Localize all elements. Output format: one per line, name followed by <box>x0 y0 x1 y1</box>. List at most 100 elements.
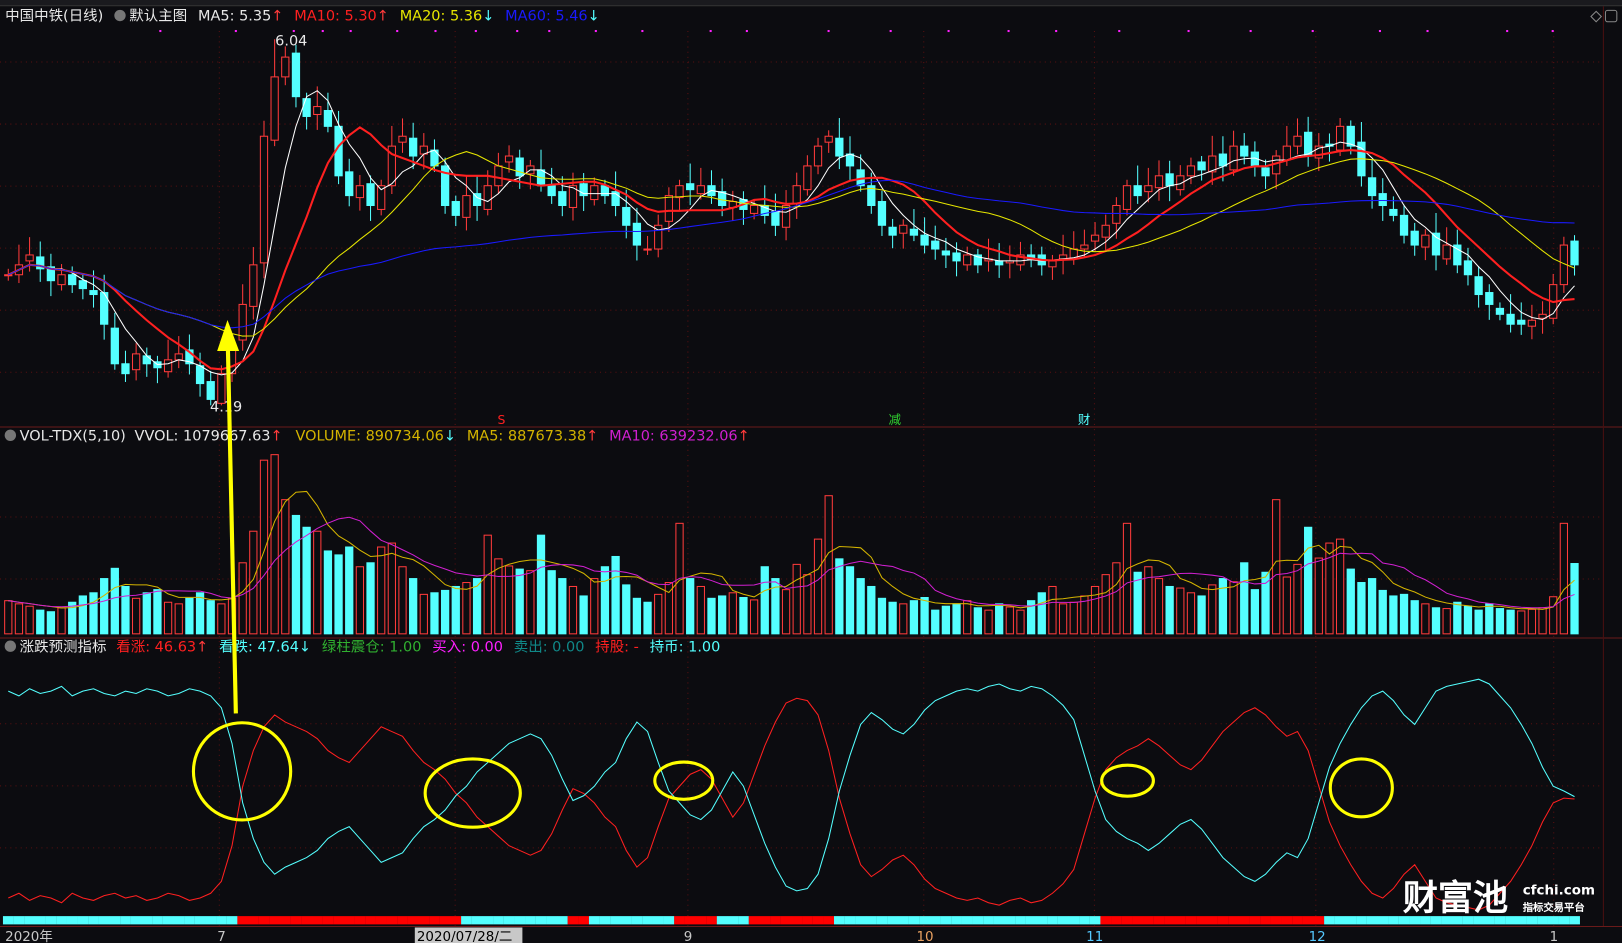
template-dropdown-icon[interactable] <box>114 9 126 22</box>
candle-body <box>718 191 727 207</box>
candle-body <box>867 185 876 207</box>
volume-bar <box>941 605 951 635</box>
indicator-name: 涨跌预测指标 <box>20 638 107 655</box>
stock-name: 中国中铁(日线) <box>5 8 103 25</box>
ma5-value: MA5: 5.35 <box>198 9 271 25</box>
candle-body <box>1517 319 1526 325</box>
panel-toggle-icon[interactable] <box>1604 9 1618 23</box>
state-segment <box>738 916 749 925</box>
volume-bar <box>718 595 727 635</box>
state-segment <box>343 916 355 925</box>
candle <box>483 170 492 216</box>
candle-body <box>1186 165 1196 177</box>
candle-body <box>1527 319 1537 327</box>
volume-bar <box>579 595 588 635</box>
candle-body <box>1144 185 1153 193</box>
state-segment <box>1111 916 1122 925</box>
state-segment <box>1228 916 1239 925</box>
state-segment <box>1153 916 1165 925</box>
cursor-date: 2020/07/28/二 <box>417 930 512 943</box>
volume-bar <box>931 609 940 635</box>
candle <box>686 163 695 206</box>
green-bar-value: 绿柱震仓: 1.00 <box>322 638 422 655</box>
state-segment <box>695 916 707 925</box>
volume-bar <box>856 578 865 635</box>
candle <box>1399 204 1409 244</box>
volume-bar <box>749 599 759 635</box>
volume-bar <box>1335 538 1345 635</box>
volume-bar <box>1133 571 1142 635</box>
candle <box>36 241 45 282</box>
ma20-value: MA20: 5.36 <box>400 9 483 25</box>
state-segment <box>397 916 408 925</box>
state-segment <box>1185 916 1197 925</box>
candle-body <box>345 171 354 197</box>
candle-body <box>558 191 567 207</box>
state-segment <box>279 916 291 925</box>
volume-bar <box>536 534 546 635</box>
volume-bar <box>334 554 343 635</box>
candle-body <box>1101 224 1110 238</box>
volume-bar <box>1389 595 1398 635</box>
ma10-arrow-icon: ↑ <box>377 9 389 25</box>
candle <box>973 249 982 274</box>
candle-body <box>195 365 205 385</box>
event-dot <box>159 29 162 33</box>
indicator-dropdown-icon[interactable] <box>4 640 17 652</box>
volume-dropdown-icon[interactable] <box>4 429 17 441</box>
volume-bar <box>1325 542 1334 635</box>
state-segment <box>961 916 973 925</box>
event-dot <box>1506 29 1509 33</box>
candle-body <box>1463 260 1473 276</box>
state-segment <box>120 916 131 925</box>
candle <box>355 175 365 211</box>
state-segment <box>802 916 813 925</box>
candle-body <box>100 292 109 325</box>
yellow-arrow <box>225 332 238 714</box>
state-segment <box>865 916 877 925</box>
candle <box>877 190 887 236</box>
event-dot <box>745 29 748 33</box>
candle-body <box>217 373 226 404</box>
state-segment <box>1068 916 1080 925</box>
marker-jian[interactable]: 减 <box>889 412 902 427</box>
state-segment <box>1313 916 1325 925</box>
volume-bar <box>1421 603 1430 635</box>
marker-s[interactable]: S <box>498 412 506 427</box>
candle-body <box>377 185 386 210</box>
volume-bar <box>1474 609 1483 635</box>
candle-body <box>46 266 56 282</box>
marker-cai[interactable]: 财 <box>1078 412 1090 427</box>
volume-bar <box>1346 568 1355 635</box>
candle <box>206 370 215 406</box>
event-dot <box>1055 29 1058 33</box>
candle-body <box>1378 193 1387 207</box>
candle-body <box>313 106 322 115</box>
candle-body <box>995 260 1004 266</box>
state-segment <box>258 916 270 925</box>
candle <box>1261 159 1270 189</box>
candle <box>387 125 396 195</box>
state-segment <box>972 916 984 925</box>
candle-body <box>813 145 823 167</box>
state-segment <box>98 916 110 925</box>
volume-bar <box>323 550 333 635</box>
candle-body <box>963 254 972 266</box>
diamond-icon[interactable] <box>1590 10 1603 23</box>
state-segment <box>1238 916 1250 925</box>
candle-body <box>1165 173 1174 187</box>
volume-bar <box>867 585 876 635</box>
candle-body <box>952 252 961 262</box>
candle-body <box>1016 254 1025 266</box>
grid <box>0 31 1604 927</box>
volume-bar <box>451 585 460 635</box>
volume-bar <box>1431 607 1441 635</box>
watermark-brand: 财富池 <box>1403 878 1508 919</box>
template-name[interactable]: 默认主图 <box>129 8 187 25</box>
state-segment <box>1004 916 1016 925</box>
state-segment <box>141 916 153 925</box>
candle <box>291 44 301 108</box>
volume-bar <box>36 609 45 635</box>
buy-value: 买入: 0.00 <box>432 638 503 655</box>
